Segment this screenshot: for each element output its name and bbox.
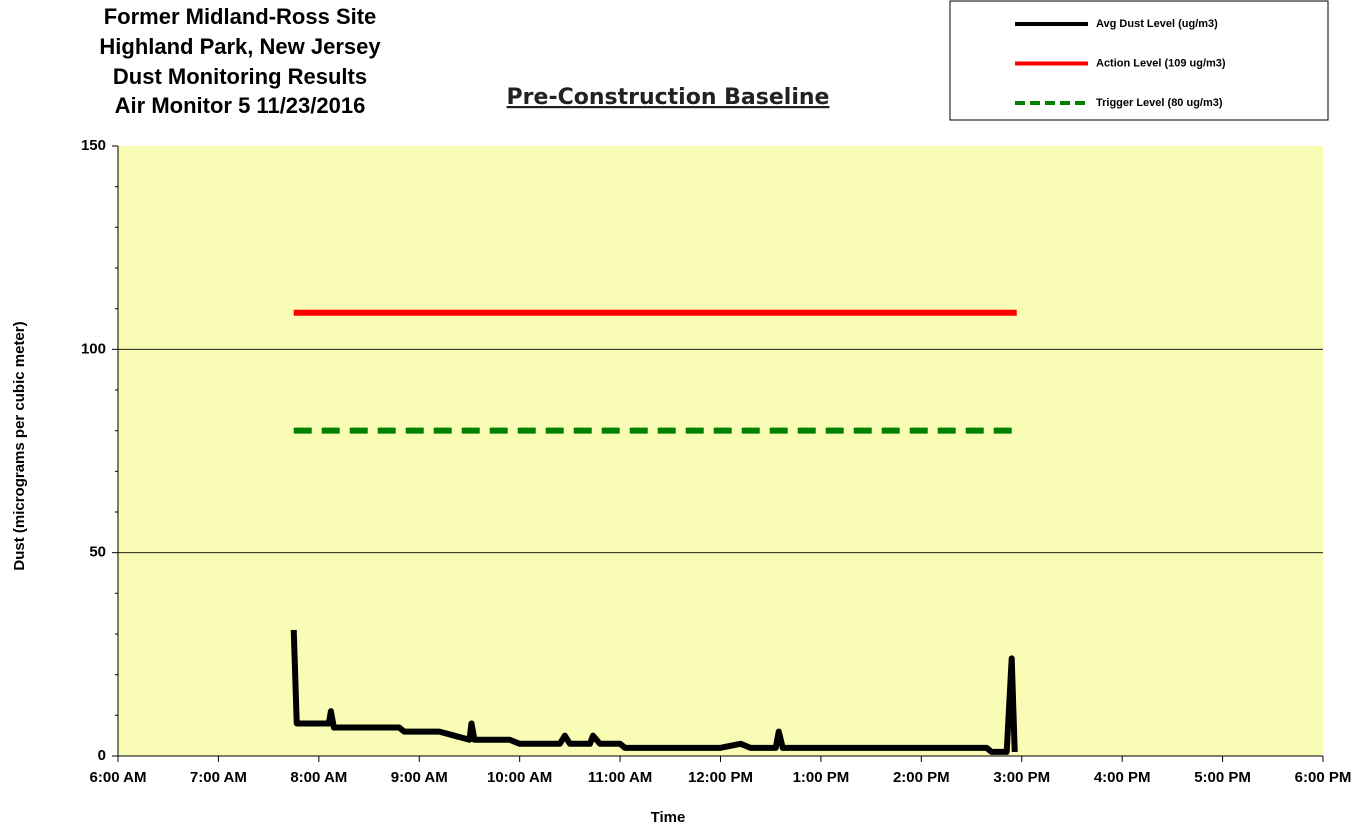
legend-box [949, 0, 1329, 121]
x-tick-label: 12:00 PM [688, 769, 753, 786]
legend-label: Avg Dust Level (ug/m3) [1096, 18, 1218, 30]
x-tick-label: 4:00 PM [1094, 769, 1151, 786]
chart-title: Air Monitor 5 11/23/2016 [115, 93, 366, 118]
x-tick-label: 8:00 AM [290, 769, 347, 786]
chart-title: Dust Monitoring Results [113, 64, 367, 89]
x-tick-label: 2:00 PM [893, 769, 950, 786]
x-tick-label: 9:00 AM [391, 769, 448, 786]
x-tick-label: 6:00 AM [90, 769, 147, 786]
y-tick-label: 100 [81, 340, 106, 357]
series-line [290, 629, 1018, 755]
x-tick-label: 3:00 PM [993, 769, 1050, 786]
y-tick-label: 150 [81, 137, 106, 154]
x-axis-label: Time [651, 809, 686, 826]
legend-label: Trigger Level (80 ug/m3) [1096, 97, 1223, 109]
y-tick-label: 0 [98, 747, 106, 764]
x-tick-label: 7:00 AM [190, 769, 247, 786]
y-axis-label: Dust (micrograms per cubic meter) [11, 321, 28, 570]
plot-area [118, 146, 1323, 756]
chart-title: Former Midland-Ross Site [104, 4, 377, 29]
x-tick-label: 10:00 AM [487, 769, 552, 786]
chart-title: Highland Park, New Jersey [99, 34, 381, 59]
legend-label: Action Level (109 ug/m3) [1096, 57, 1226, 69]
chart-subtitle: Pre-Construction Baseline [507, 85, 830, 110]
y-tick-label: 50 [89, 544, 106, 561]
x-tick-label: 11:00 AM [588, 769, 652, 786]
x-tick-label: 5:00 PM [1194, 769, 1251, 786]
x-tick-label: 1:00 PM [793, 769, 850, 786]
x-tick-label: 6:00 PM [1295, 769, 1352, 786]
